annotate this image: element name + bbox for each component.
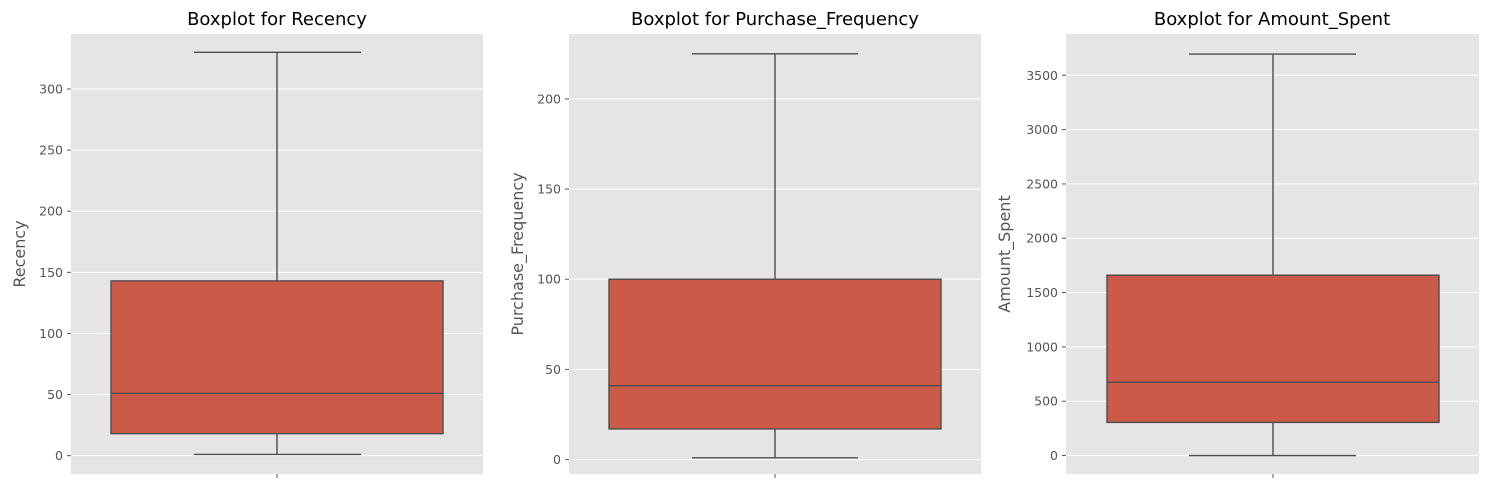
chart-panel-2: 0 50 100 150 200 Boxplot for Purchase_Frequen…	[508, 9, 981, 478]
y-tick-label: 0	[553, 452, 561, 467]
y-tick-label: 150	[537, 182, 561, 197]
y-tick-label: 200	[39, 204, 63, 219]
chart-panel-3: 0 500 1000 1500 2000 2500 3000 3500 Boxplot for …	[995, 9, 1479, 478]
y-tick-label: 100	[39, 326, 63, 341]
y-tick-label: 3000	[1026, 122, 1058, 137]
y-tick-label: 250	[39, 143, 63, 158]
y-tick-label: 150	[39, 265, 63, 280]
y-tick-label: 1000	[1026, 339, 1058, 354]
y-axis-label: Recency	[10, 220, 29, 287]
chart-title: Boxplot for Purchase_Frequency	[631, 9, 919, 30]
y-axis-label: Purchase_Frequency	[508, 172, 528, 335]
chart-title: Boxplot for Amount_Spent	[1154, 9, 1390, 30]
y-tick-label: 50	[47, 387, 63, 402]
y-tick-label: 200	[537, 91, 561, 106]
y-tick-label: 300	[39, 82, 63, 97]
iqr-box	[608, 278, 942, 430]
iqr-box	[1106, 274, 1440, 424]
y-tick-label: 2500	[1026, 176, 1058, 191]
y-tick-label: 100	[537, 272, 561, 287]
chart-title: Boxplot for Recency	[187, 9, 367, 30]
y-tick-label: 0	[1050, 448, 1058, 463]
iqr-box	[110, 280, 444, 435]
y-tick-label: 500	[1034, 394, 1058, 409]
y-tick-label: 3500	[1026, 68, 1058, 83]
y-tick-label: 0	[55, 448, 63, 463]
y-tick-label: 50	[545, 362, 561, 377]
y-tick-label: 2000	[1026, 231, 1058, 246]
y-tick-label: 1500	[1026, 285, 1058, 300]
chart-panel-1: 0 50 100 150 200 250 300 Boxplot for Recency Rec…	[10, 9, 483, 478]
y-axis-label: Amount_Spent	[995, 195, 1015, 312]
